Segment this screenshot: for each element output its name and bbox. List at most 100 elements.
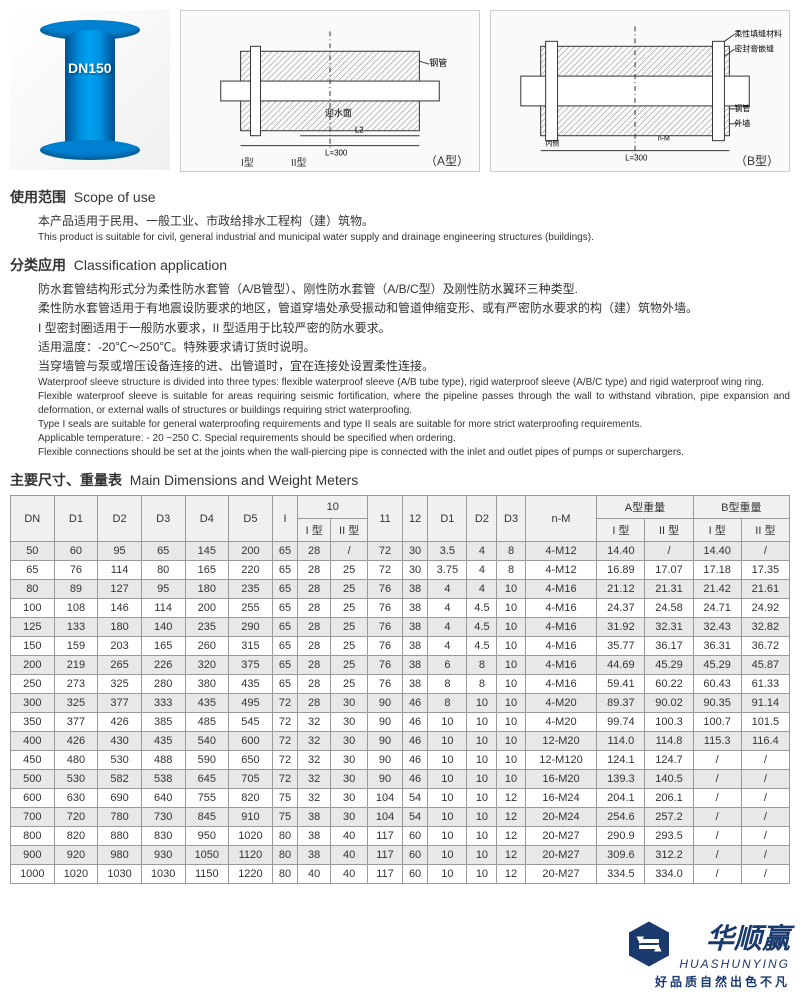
table-cell: 54 <box>402 789 428 808</box>
table-cell: 72 <box>272 732 298 751</box>
table-cell: 10 <box>497 732 525 751</box>
table-cell: 28 <box>298 675 331 694</box>
table-cell: 200 <box>229 542 273 561</box>
table-cell: 28 <box>298 561 331 580</box>
table-cell: 35.77 <box>597 637 645 656</box>
table-cell: 28 <box>298 618 331 637</box>
table-cell: 377 <box>98 694 142 713</box>
svg-text:L=300: L=300 <box>325 149 348 158</box>
table-cell: 72 <box>272 751 298 770</box>
table-cell: / <box>741 789 789 808</box>
table-cell: 72 <box>368 561 403 580</box>
table-cell: 10 <box>428 808 467 827</box>
table-cell: 705 <box>229 770 273 789</box>
table-cell: 4-M12 <box>525 542 597 561</box>
table-cell: 50 <box>11 542 55 561</box>
table-cell: 4 <box>428 618 467 637</box>
table-cell: 10 <box>467 846 497 865</box>
table-cell: 76 <box>368 637 403 656</box>
table-cell: 10 <box>497 751 525 770</box>
table-cell: 435 <box>185 694 229 713</box>
table-cell: 76 <box>368 675 403 694</box>
table-cell: 114.8 <box>645 732 693 751</box>
table-cell: 226 <box>141 656 185 675</box>
table-cell: / <box>741 770 789 789</box>
table-cell: 60.43 <box>693 675 741 694</box>
table-cell: 72 <box>272 713 298 732</box>
slogan: 好品质自然出色不凡 <box>624 973 790 990</box>
table-cell: 75 <box>272 808 298 827</box>
table-cell: 6 <box>428 656 467 675</box>
th-t2a: II 型 <box>331 519 368 542</box>
svg-text:密封膏嵌缝: 密封膏嵌缝 <box>734 43 774 53</box>
svg-text:n-M: n-M <box>658 136 670 143</box>
table-cell: 30 <box>331 789 368 808</box>
table-cell: 32 <box>298 713 331 732</box>
table-cell: 32 <box>298 751 331 770</box>
table-cell: 10 <box>467 789 497 808</box>
table-cell: 4-M16 <box>525 618 597 637</box>
table-row: 506095651452006528/72303.5484-M1214.40/1… <box>11 542 790 561</box>
table-cell: 800 <box>11 827 55 846</box>
table-cell: 4 <box>467 561 497 580</box>
table-cell: 59.41 <box>597 675 645 694</box>
product-label: DN150 <box>68 60 112 76</box>
table-cell: 930 <box>141 846 185 865</box>
table-cell: 4.5 <box>467 599 497 618</box>
table-cell: 377 <box>54 713 98 732</box>
table-cell: 38 <box>402 637 428 656</box>
table-cell: 150 <box>11 637 55 656</box>
table-cell: 845 <box>185 808 229 827</box>
table-cell: 133 <box>54 618 98 637</box>
svg-text:钢管: 钢管 <box>734 103 750 113</box>
table-cell: 21.42 <box>693 580 741 599</box>
table-cell: 334.5 <box>597 865 645 884</box>
th-i: I <box>272 496 298 542</box>
table-cell: 24.71 <box>693 599 741 618</box>
class-cn3: I 型密封圈适用于一般防水要求，II 型适用于比较严密的防水要求。 <box>38 319 790 338</box>
scope-title: 使用范围 Scope of use <box>10 187 790 207</box>
table-cell: 31.92 <box>597 618 645 637</box>
table-cell: 10 <box>428 865 467 884</box>
table-cell: 780 <box>98 808 142 827</box>
table-cell: 38 <box>402 656 428 675</box>
table-cell: 910 <box>229 808 273 827</box>
table-cell: 10 <box>428 827 467 846</box>
diagram-a: L=300 L2 钢管 迎水面 I型 II型 （A型） <box>180 10 480 172</box>
table-cell: 730 <box>141 808 185 827</box>
table-cell: 325 <box>54 694 98 713</box>
table-cell: 30 <box>402 542 428 561</box>
table-cell: 117 <box>368 827 403 846</box>
table-cell: 65 <box>272 618 298 637</box>
table-cell: 101.5 <box>741 713 789 732</box>
table-cell: 165 <box>185 561 229 580</box>
table-cell: 76 <box>54 561 98 580</box>
table-cell: 38 <box>402 599 428 618</box>
table-cell: 582 <box>98 770 142 789</box>
table-cell: 720 <box>54 808 98 827</box>
class-cn1: 防水套管结构形式分为柔性防水套管（A/B管型）、刚性防水套管（A/B/C型）及刚… <box>38 280 790 299</box>
table-cell: 116.4 <box>741 732 789 751</box>
table-cell: 24.92 <box>741 599 789 618</box>
table-cell: 204.1 <box>597 789 645 808</box>
table-cell: 257.2 <box>645 808 693 827</box>
table-cell: 12 <box>497 846 525 865</box>
table-cell: / <box>741 865 789 884</box>
table-cell: 30 <box>331 694 368 713</box>
table-cell: 10 <box>428 751 467 770</box>
table-cell: 38 <box>298 846 331 865</box>
table-cell: 32 <box>298 770 331 789</box>
table-cell: 309.6 <box>597 846 645 865</box>
table-cell: 65 <box>272 561 298 580</box>
table-cell: 38 <box>402 675 428 694</box>
table-cell: 65 <box>272 637 298 656</box>
class-en3: Type I seals are suitable for general wa… <box>38 418 790 432</box>
table-cell: 8 <box>467 675 497 694</box>
class-en1: Waterproof sleeve structure is divided i… <box>38 376 790 390</box>
table-cell: 38 <box>402 618 428 637</box>
table-cell: 219 <box>54 656 98 675</box>
table-cell: 45.87 <box>741 656 789 675</box>
class-cn2: 柔性防水套管适用于有地震设防要求的地区，管道穿墙处承受振动和管道伸缩变形、或有严… <box>38 299 790 318</box>
table-cell: 28 <box>298 656 331 675</box>
table-cell: 400 <box>11 732 55 751</box>
